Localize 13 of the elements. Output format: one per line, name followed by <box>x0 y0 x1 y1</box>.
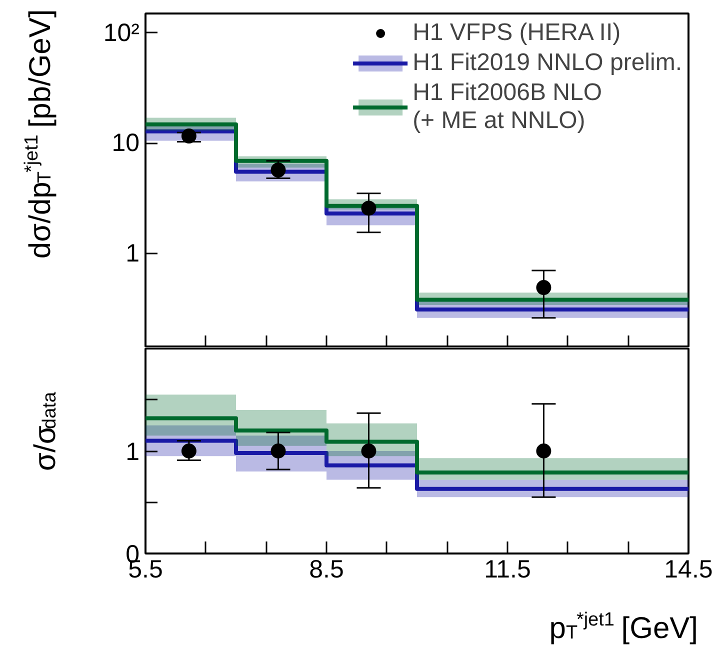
x-tick-label: 11.5 <box>484 556 531 584</box>
y-axis-title: σ/σdata <box>29 392 62 471</box>
y-tick-label: 1 <box>126 438 140 466</box>
y-tick-label: 10 <box>112 129 140 158</box>
y-tick-label: 10² <box>103 18 140 47</box>
x-axis-title: pT*jet1 [GeV] <box>549 610 698 645</box>
x-tick-label: 8.5 <box>309 556 344 584</box>
x-tick-label: 14.5 <box>664 556 713 584</box>
y-axis-title: dσ/dpT*jet1 [pb/GeV] <box>22 9 57 259</box>
legend-label: H1 Fit2019 NNLO prelim. <box>412 49 682 77</box>
legend-label: H1 VFPS (HERA II) <box>412 19 621 47</box>
y-tick-label: 1 <box>126 239 140 268</box>
legend-label: H1 Fit2006B NLO (+ ME at NNLO) <box>412 79 602 135</box>
